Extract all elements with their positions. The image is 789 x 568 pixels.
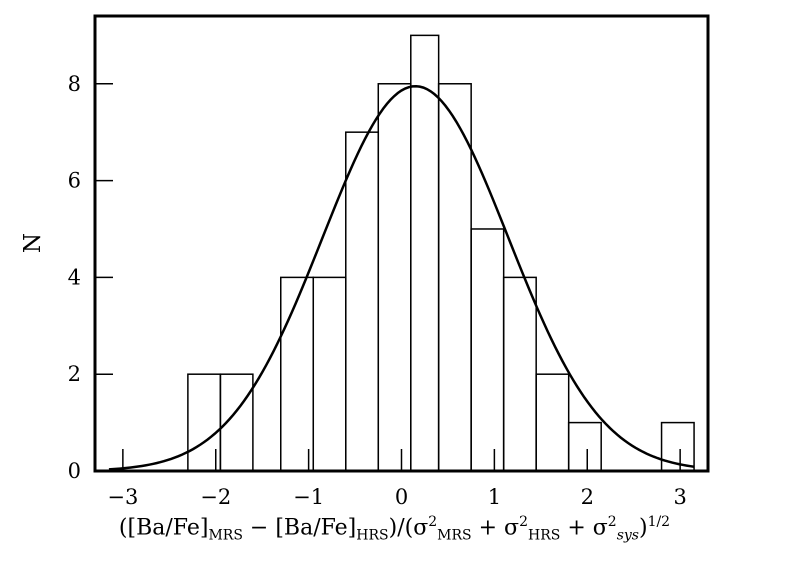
histogram-bar [280,276,315,472]
xlabel-minus: − [Ba/Fe] [242,515,357,541]
gaussian-fit-curve [108,84,695,471]
xlabel-plus1: + σ [471,515,520,541]
y-tick-label: 2 [68,362,81,386]
x-tick-label: −3 [107,485,138,509]
histogram-bar [219,373,254,472]
xlabel-sq3: 2 [607,514,617,530]
x-tick-label: −1 [293,485,324,509]
y-axis-label: N [20,233,46,253]
histogram-bar [345,131,380,472]
histogram-bar [535,373,570,472]
histogram-bar [312,276,347,472]
x-tick-label: 2 [581,485,594,509]
histogram-bar [502,276,537,472]
y-tick-label: 4 [68,265,81,289]
histogram-bars [187,34,695,472]
histogram-bar [567,421,602,472]
xlabel-mid: )/(σ [388,515,429,541]
xlabel-sub-hrs: HRS [356,527,389,544]
y-tick-label: 0 [68,459,81,483]
histogram-bar [660,421,695,472]
xlabel-sub-mrs: MRS [208,527,243,544]
y-tick-label: 6 [68,169,81,193]
xlabel-close: ) [638,515,648,541]
xlabel-sub-mrs2: MRS [437,527,472,544]
xlabel-plus2: + σ [560,515,608,541]
x-tick-label: 0 [395,485,408,509]
x-tick-label: −2 [200,485,231,509]
xlabel-power: 1/2 [647,514,671,530]
x-tick-label: 1 [488,485,501,509]
xlabel-sq1: 2 [428,514,438,530]
histogram-bar [470,228,505,472]
y-axis-ticks: 0 2 4 6 8 [68,72,113,483]
histogram-bar [410,34,440,472]
x-axis-ticks: −3 −2 −1 0 1 2 3 [107,449,687,509]
y-tick-label: 8 [68,72,81,96]
histogram-bar [377,83,412,472]
xlabel-open: ([Ba/Fe] [118,515,209,541]
xlabel-sq2: 2 [519,514,528,530]
x-axis-label: ([Ba/Fe]MRS − [Ba/Fe]HRS)/(σ2MRS + σ2HRS… [0,514,789,544]
x-tick-label: 3 [673,485,686,509]
xlabel-sub-sys: sys [616,527,639,544]
xlabel-sub-hrs2: HRS [527,527,561,544]
